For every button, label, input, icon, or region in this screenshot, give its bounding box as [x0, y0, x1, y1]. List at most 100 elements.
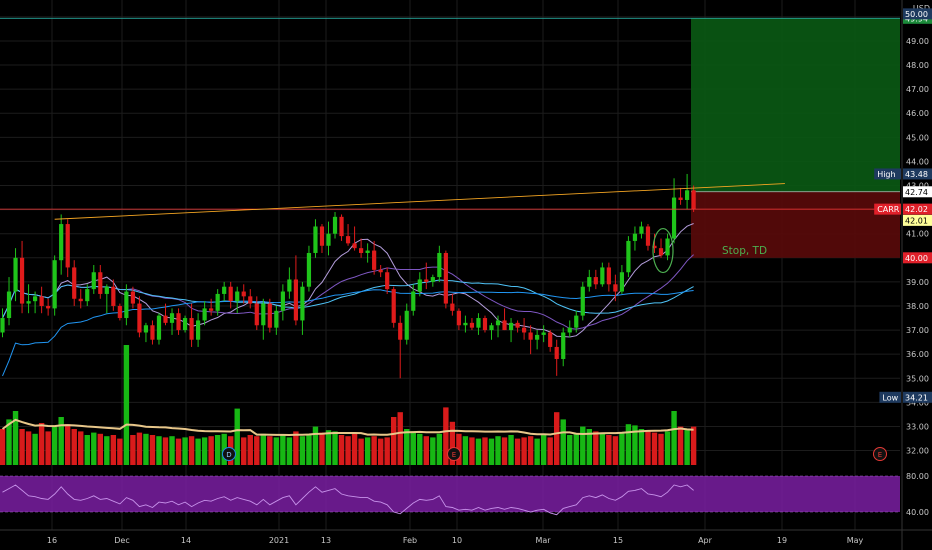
candle-body	[398, 322, 403, 340]
trend-line	[54, 183, 785, 220]
volume-bar	[469, 437, 475, 465]
volume-bar	[664, 431, 671, 465]
candle-body	[678, 197, 683, 200]
volume-bar	[25, 431, 32, 465]
volume-bar	[423, 436, 429, 465]
volume-bar	[254, 436, 260, 465]
candle-body	[241, 291, 246, 297]
candle-body	[469, 322, 475, 328]
candle-body	[228, 286, 233, 302]
candle-body	[424, 279, 429, 282]
volume-bar	[260, 433, 266, 465]
candle-body	[613, 284, 618, 292]
candle-body	[345, 236, 351, 244]
candle-body	[143, 325, 149, 333]
volume-bar	[397, 412, 403, 465]
candle-body	[378, 269, 383, 273]
volume-bar	[677, 426, 684, 465]
candle-body	[150, 325, 155, 340]
volume-bar	[410, 431, 416, 465]
volume-bar	[188, 436, 195, 465]
volume-bar	[267, 436, 273, 465]
candle-body	[600, 267, 605, 285]
volume-bar	[508, 435, 514, 465]
volume-bar	[495, 436, 501, 465]
candle-body	[137, 303, 142, 333]
volume-bar	[325, 430, 332, 465]
earnings-marker	[873, 447, 887, 461]
volume-bar	[475, 438, 482, 465]
volume-bar	[345, 436, 351, 465]
candle-body	[685, 190, 690, 200]
volume-bar	[143, 433, 149, 465]
candle-body	[98, 272, 103, 294]
volume-bar	[501, 437, 508, 465]
volume-bar	[234, 408, 240, 465]
price-tick-label: 47.00	[906, 85, 929, 94]
event-marker-label: E	[878, 451, 882, 459]
volume-bar	[384, 437, 390, 465]
volume-bar	[358, 438, 364, 465]
candle-body	[482, 318, 488, 331]
candle-body	[632, 233, 638, 241]
candle-body	[365, 250, 370, 253]
candle-body	[313, 226, 318, 253]
rsi-pane	[0, 475, 932, 531]
volume-bar	[593, 431, 599, 465]
candle-body	[52, 260, 57, 309]
volume-bar	[149, 435, 156, 465]
candle-body	[319, 226, 325, 246]
candle-body	[215, 293, 220, 311]
rsi-band	[0, 476, 900, 512]
volume-bar	[130, 435, 136, 465]
volume-bar	[462, 436, 469, 465]
candle-body	[665, 238, 670, 256]
volume-bar	[162, 437, 169, 465]
volume-bar	[195, 438, 201, 465]
volume-bar	[65, 424, 71, 465]
candle-body	[59, 224, 64, 261]
candle-body	[587, 277, 592, 287]
candle-body	[267, 303, 272, 328]
price-tick-label: 35.00	[906, 374, 929, 383]
volume-bar	[6, 419, 12, 465]
price-tick-label: 46.00	[906, 109, 929, 118]
price-axis[interactable]: 32.00 33.00 34.00 35.00 36.00 37.00 38.00 39.00…	[901, 0, 930, 550]
position-zones	[691, 18, 900, 258]
volume-bar	[312, 426, 319, 465]
price-tick-label: 34.00	[906, 398, 929, 407]
price-tag-label-box	[879, 391, 901, 403]
candle-body	[437, 252, 442, 278]
volume-bar	[0, 429, 6, 465]
price-tick-label: 43.00	[906, 182, 929, 191]
candle-body	[548, 332, 553, 347]
price-tag-box	[903, 186, 932, 198]
volume-bar	[351, 433, 358, 465]
volume-bar	[104, 436, 110, 465]
price-tag-box	[903, 252, 932, 264]
candle-body	[489, 325, 494, 331]
candle-body	[91, 272, 96, 290]
volume-bar	[91, 432, 97, 465]
price-tick-label: 33.00	[906, 422, 929, 431]
volume-bar	[377, 438, 384, 465]
price-tag-value: 42.74	[905, 188, 928, 197]
candle-body	[626, 240, 631, 273]
price-tick-label: 39.00	[906, 278, 929, 287]
candle-body	[411, 291, 416, 311]
time-axis[interactable]: 16 Dec 14 2021 13 Feb 10 Mar 15 Apr 19 May	[47, 536, 864, 545]
volume-bar	[12, 411, 19, 465]
volume-bar	[527, 436, 534, 465]
price-tag-label: Low	[882, 393, 898, 402]
candle-body	[528, 332, 533, 340]
time-tick-label: 15	[613, 536, 623, 545]
price-tag-value: 34.21	[905, 393, 928, 402]
candle-body	[189, 318, 194, 340]
ma-slow-line	[2, 279, 694, 319]
time-tick-label: Apr	[698, 536, 713, 545]
candle-body	[691, 190, 696, 210]
volume-bar	[110, 435, 117, 465]
volume-bar	[247, 435, 253, 465]
candle-body	[176, 313, 181, 331]
